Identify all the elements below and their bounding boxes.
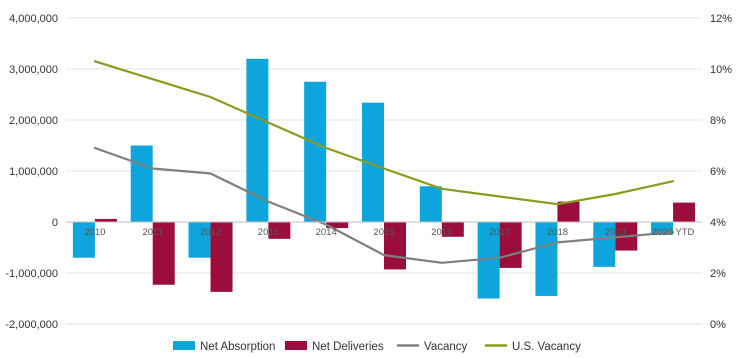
bars-layer bbox=[72, 58, 696, 299]
net-absorption-bar bbox=[362, 102, 384, 222]
net-deliveries-bar bbox=[152, 222, 175, 285]
right-tick-label: 0% bbox=[710, 319, 726, 331]
net-deliveries-bar bbox=[557, 201, 580, 222]
category-label: 2015 bbox=[373, 227, 394, 238]
u-s-vacancy-line bbox=[93, 60, 675, 206]
net-absorption-bar bbox=[651, 222, 674, 235]
left-tick-label: 4,000,000 bbox=[9, 13, 58, 25]
left-tick-label: 3,000,000 bbox=[9, 64, 58, 76]
right-tick-label: 4% bbox=[710, 217, 726, 229]
net-absorption-bar bbox=[593, 222, 616, 267]
category-label: 2018 bbox=[547, 227, 568, 238]
lines-layer bbox=[93, 60, 675, 264]
legend-label-net-absorption: Net Absorption bbox=[200, 341, 275, 353]
legend-swatch-net-absorption bbox=[173, 341, 195, 350]
net-absorption-bar bbox=[72, 222, 95, 258]
net-deliveries-bar bbox=[94, 218, 117, 222]
net-absorption-bar bbox=[419, 186, 442, 222]
net-absorption-bar bbox=[477, 222, 500, 299]
category-label: 2017 bbox=[489, 227, 510, 238]
right-tick-label: 12% bbox=[710, 13, 732, 25]
left-tick-label: -1,000,000 bbox=[5, 268, 58, 280]
net-deliveries-bar bbox=[326, 222, 349, 229]
net-absorption-bar bbox=[130, 145, 153, 222]
legend-label-vacancy: Vacancy bbox=[424, 341, 468, 353]
right-tick-label: 2% bbox=[710, 268, 726, 280]
category-label: 2013 bbox=[258, 227, 279, 238]
right-tick-label: 10% bbox=[710, 64, 732, 76]
net-absorption-bar bbox=[535, 222, 558, 296]
net-deliveries-bar bbox=[441, 222, 464, 237]
right-axis-ticks: 0% 2% 4% 6% 8% 10% 12% bbox=[710, 13, 732, 331]
net-absorption-bar bbox=[246, 58, 269, 222]
category-label: 2019 bbox=[605, 227, 626, 238]
net-deliveries-bar bbox=[210, 222, 233, 292]
right-tick-label: 6% bbox=[710, 166, 726, 178]
category-label: 2011 bbox=[143, 227, 163, 238]
left-tick-label: 2,000,000 bbox=[9, 115, 58, 127]
legend-swatch-net-deliveries bbox=[285, 341, 307, 350]
net-deliveries-bar bbox=[673, 202, 696, 222]
legend-label-u-s-vacancy: U.S. Vacancy bbox=[512, 341, 581, 353]
left-tick-label: 1,000,000 bbox=[9, 166, 58, 178]
left-axis-ticks: -2,000,000 -1,000,000 0 1,000,000 2,000,000 3… bbox=[5, 13, 58, 331]
category-label: 2016 bbox=[431, 227, 452, 238]
category-label: 2020 YTD bbox=[652, 227, 695, 238]
category-label: 2010 bbox=[84, 227, 105, 238]
category-label: 2014 bbox=[316, 227, 337, 238]
left-tick-label: -2,000,000 bbox=[5, 319, 58, 331]
category-labels: 2010 2011 2012 2013 2014 2015 2016 2017 2018 2019… bbox=[84, 227, 694, 238]
left-tick-label: 0 bbox=[52, 217, 58, 229]
legend: Net Absorption Net Deliveries Vacancy U.S. … bbox=[173, 341, 581, 353]
category-label: 2012 bbox=[200, 227, 221, 238]
vacancy-line bbox=[93, 146, 675, 264]
net-absorption-bar bbox=[188, 222, 211, 258]
legend-label-net-deliveries: Net Deliveries bbox=[312, 341, 384, 353]
net-deliveries-bar bbox=[268, 222, 291, 239]
net-absorption-bar bbox=[304, 81, 327, 222]
right-tick-label: 8% bbox=[710, 115, 726, 127]
